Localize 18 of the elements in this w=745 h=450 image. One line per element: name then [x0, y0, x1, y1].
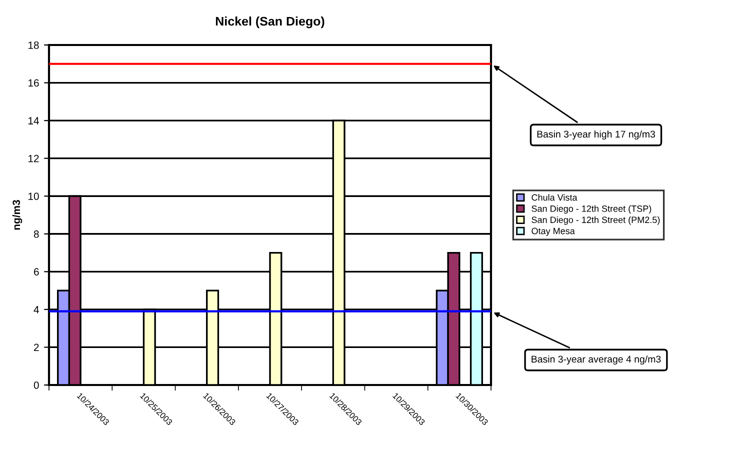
legend-label: San Diego - 12th Street (PM2.5)	[532, 216, 660, 225]
y-tick-label: 14	[28, 117, 39, 124]
legend-label: San Diego - 12th Street (TSP)	[532, 205, 652, 214]
y-tick-label: 16	[28, 79, 39, 87]
ref-line-label: Basin 3-year average 4 ng/m3	[532, 355, 661, 365]
y-tick-label: 0	[34, 382, 39, 389]
y-tick-label: 2	[34, 344, 39, 351]
y-tick-label: 10	[28, 192, 39, 200]
ref-line-label: Basin 3-year high 17 ng/m3	[537, 130, 656, 140]
y-tick-label: 6	[34, 268, 39, 276]
y-tick-label: 18	[28, 42, 39, 49]
y-tick-label: 4	[34, 306, 39, 314]
y-tick-label: 12	[28, 154, 39, 162]
legend-label: Chula Vista	[532, 194, 578, 201]
legend-label: Otay Mesa	[532, 228, 575, 236]
y-tick-label: 8	[34, 230, 39, 238]
y-axis-title: ng/m3	[12, 200, 22, 230]
chart-title: Nickel (San Diego)	[216, 16, 324, 28]
